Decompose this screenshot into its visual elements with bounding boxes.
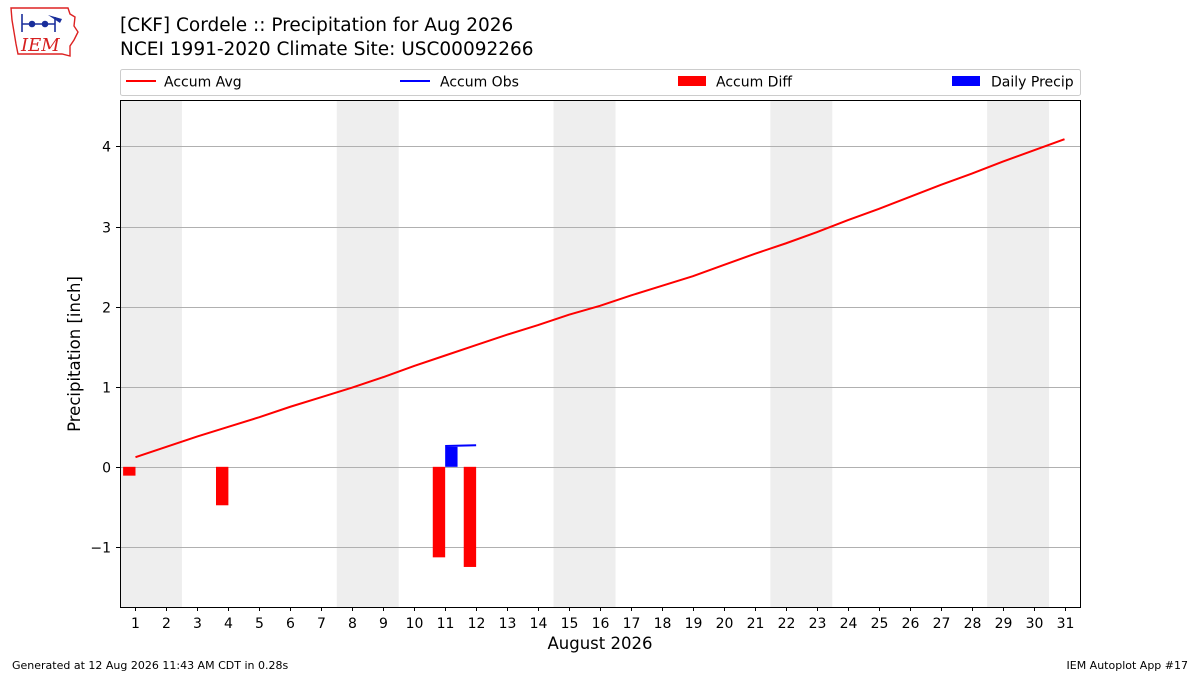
weekend-band bbox=[553, 100, 616, 607]
legend-swatch-daily-precip bbox=[952, 76, 980, 86]
legend-label-accum-avg: Accum Avg bbox=[164, 75, 242, 91]
x-tick-label: 7 bbox=[317, 616, 326, 632]
x-tick-label: 8 bbox=[348, 616, 357, 632]
legend-label-daily-precip: Daily Precip bbox=[991, 75, 1074, 91]
chart-subtitle: NCEI 1991-2020 Climate Site: USC00092266 bbox=[120, 39, 534, 60]
y-tick-label: 3 bbox=[102, 221, 111, 237]
footer-generated: Generated at 12 Aug 2026 11:43 AM CDT in… bbox=[12, 659, 288, 672]
x-tick-label: 14 bbox=[530, 616, 548, 632]
x-tick-label: 31 bbox=[1057, 616, 1075, 632]
x-axis-label: August 2026 bbox=[548, 634, 653, 653]
legend-swatch-accum-diff bbox=[678, 76, 706, 86]
x-tick-label: 27 bbox=[933, 616, 951, 632]
x-tick-label: 19 bbox=[685, 616, 703, 632]
x-tick-label: 18 bbox=[654, 616, 672, 632]
y-tick-label: 2 bbox=[102, 301, 111, 317]
y-tick-label: 0 bbox=[102, 461, 111, 477]
x-tick-label: 11 bbox=[437, 616, 455, 632]
x-tick-label: 3 bbox=[193, 616, 202, 632]
x-tick-label: 15 bbox=[561, 616, 579, 632]
weekend-bands bbox=[120, 100, 1050, 607]
y-tick-label: 4 bbox=[102, 140, 111, 156]
accum-obs-line bbox=[445, 444, 477, 448]
x-tick-label: 16 bbox=[592, 616, 610, 632]
x-tick-label: 29 bbox=[995, 616, 1013, 632]
x-tick-label: 28 bbox=[964, 616, 982, 632]
x-tick-label: 1 bbox=[131, 616, 140, 632]
weekend-band bbox=[770, 100, 833, 607]
accum-diff-bar bbox=[216, 466, 229, 506]
accum-avg-line bbox=[135, 138, 1065, 459]
line-series bbox=[135, 138, 1065, 459]
legend-label-accum-obs: Accum Obs bbox=[440, 75, 519, 91]
x-tick-label: 13 bbox=[499, 616, 517, 632]
chart-title: [CKF] Cordele :: Precipitation for Aug 2… bbox=[120, 15, 513, 36]
x-tick-label: 21 bbox=[747, 616, 765, 632]
weather-instrument-icon bbox=[21, 14, 62, 32]
accum-diff-bar bbox=[432, 466, 446, 558]
logo-text: IEM bbox=[20, 35, 60, 56]
x-tick-label: 10 bbox=[406, 616, 424, 632]
x-tick-label: 20 bbox=[716, 616, 734, 632]
y-axis-label: Precipitation [inch] bbox=[65, 276, 84, 432]
x-axis: 1 2 3 4 5 6 7 8 9 10 11 12 13 14 15 16 17 18 19 20 21 22 23 24 2… bbox=[131, 607, 1074, 632]
x-tick-label: 22 bbox=[778, 616, 796, 632]
x-tick-label: 25 bbox=[871, 616, 889, 632]
accum-diff-bar bbox=[123, 466, 136, 476]
weekend-band bbox=[336, 100, 399, 607]
x-tick-label: 6 bbox=[286, 616, 295, 632]
bar-series bbox=[123, 446, 477, 567]
weekend-band bbox=[120, 100, 182, 607]
x-tick-label: 2 bbox=[162, 616, 171, 632]
y-axis: −1 0 1 2 3 4 bbox=[90, 140, 120, 557]
x-tick-label: 23 bbox=[809, 616, 827, 632]
legend-frame bbox=[120, 69, 1081, 96]
x-tick-label: 26 bbox=[902, 616, 920, 632]
weekend-band bbox=[987, 100, 1050, 607]
accum-diff-bar bbox=[463, 466, 477, 567]
y-gridlines bbox=[120, 146, 1080, 548]
x-tick-label: 12 bbox=[468, 616, 486, 632]
y-tick-label: −1 bbox=[90, 541, 111, 557]
x-tick-label: 5 bbox=[255, 616, 264, 632]
x-tick-label: 4 bbox=[224, 616, 233, 632]
x-tick-label: 30 bbox=[1026, 616, 1044, 632]
footer-app: IEM Autoplot App #17 bbox=[1067, 659, 1189, 672]
legend: Accum Avg Accum Obs Accum Diff Daily Pre… bbox=[120, 69, 1081, 96]
iem-logo: IEM bbox=[10, 7, 79, 57]
x-tick-label: 17 bbox=[623, 616, 641, 632]
legend-label-accum-diff: Accum Diff bbox=[716, 75, 792, 91]
y-tick-label: 1 bbox=[102, 381, 111, 397]
x-tick-label: 9 bbox=[379, 616, 388, 632]
x-tick-label: 24 bbox=[840, 616, 858, 632]
daily-precip-bar bbox=[445, 446, 458, 467]
